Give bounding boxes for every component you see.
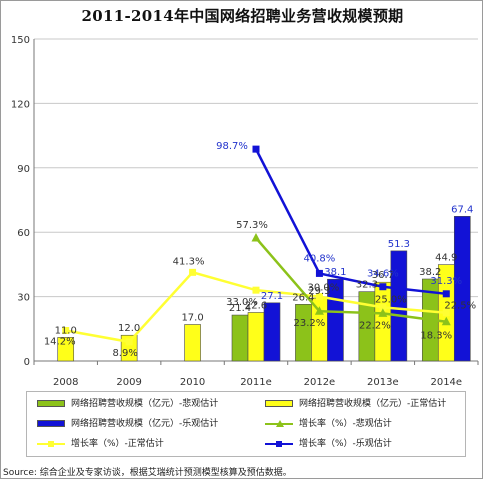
source-note: Source: 综合企业及专家访谈，根据艾瑞统计预测模型核算及预估数据。 <box>3 468 292 478</box>
legend-item-normal-line: 增长率（%）-正常估计 <box>37 437 164 451</box>
growth-label-optimistic: 34.6% <box>367 269 399 280</box>
growth-label-normal: 41.3% <box>173 256 205 267</box>
growth-marker-normal <box>379 303 387 311</box>
bar-normal <box>247 312 265 362</box>
growth-marker-normal <box>62 327 70 335</box>
x-tick-label: 2009 <box>116 377 141 388</box>
bar-label-conservative: 26.4 <box>292 292 314 303</box>
growth-label-normal: 8.9% <box>112 348 137 359</box>
growth-label-optimistic: 31.3% <box>430 276 462 287</box>
growth-marker-normal <box>189 268 197 276</box>
bar-conservative <box>231 314 249 362</box>
chart-legend: 网络招聘营收规模（亿元）-悲观估计 网络招聘营收规模（亿元）-正常估计 网络招聘… <box>26 391 466 457</box>
legend-label-conservative-line: 增长率（%）-悲观估计 <box>299 419 392 429</box>
growth-marker-conservative <box>314 306 324 315</box>
growth-label-optimistic: 40.8% <box>304 253 336 264</box>
legend-swatch-optimistic-line <box>265 438 293 450</box>
bar-label-optimistic: 38.1 <box>324 267 346 278</box>
growth-label-conservative: 22.2% <box>359 320 391 331</box>
y-tick-label: 120 <box>11 99 30 110</box>
bar-optimistic <box>453 216 471 362</box>
chart-title: 2011-2014年中国网络招聘业务营收规模预期 <box>81 7 404 25</box>
growth-marker-conservative <box>251 232 261 242</box>
legend-item-conservative-bar: 网络招聘营收规模（亿元）-悲观估计 <box>37 397 218 411</box>
y-tick-label: 150 <box>11 35 30 46</box>
x-tick-label: 2013e <box>367 377 399 388</box>
legend-label-normal-line: 增长率（%）-正常估计 <box>71 439 164 449</box>
y-tick-label: 60 <box>17 228 30 239</box>
bar-label-conservative: 21.4 <box>229 303 251 314</box>
bar-label-normal: 11.0 <box>55 325 77 336</box>
growth-label-normal: 14.2% <box>44 337 76 348</box>
bar-label-normal: 22.6 <box>245 300 267 311</box>
legend-swatch-normal-line <box>37 438 65 450</box>
legend-item-conservative-line: 增长率（%）-悲观估计 <box>265 417 392 431</box>
y-tick-label: 90 <box>17 164 30 175</box>
growth-marker-normal <box>315 293 323 301</box>
growth-marker-normal <box>125 338 133 346</box>
bar-label-optimistic: 27.1 <box>261 291 283 302</box>
legend-item-optimistic-line: 增长率（%）-乐观估计 <box>265 437 392 451</box>
bar-label-optimistic: 51.3 <box>388 239 410 250</box>
x-tick-label: 2010 <box>180 377 205 388</box>
legend-item-normal-bar: 网络招聘营收规模（亿元）-正常估计 <box>265 397 446 411</box>
growth-marker-optimistic <box>252 145 260 153</box>
y-tick-label: 30 <box>17 293 30 304</box>
y-tick-label: 0 <box>24 357 30 368</box>
legend-label-optimistic-line: 增长率（%）-乐观估计 <box>299 439 392 449</box>
growth-marker-normal <box>252 286 260 294</box>
growth-label-normal: 33.0% <box>226 297 258 308</box>
bar-label-normal: 12.0 <box>118 323 140 334</box>
legend-swatch-optimistic-bar <box>37 420 65 427</box>
growth-line-optimistic <box>254 148 447 296</box>
growth-label-conservative: 18.3% <box>420 331 452 342</box>
legend-label-optimistic-bar: 网络招聘营收规模（亿元）-乐观估计 <box>71 419 219 429</box>
growth-line-conservative <box>255 237 447 323</box>
growth-marker-optimistic <box>379 283 387 291</box>
growth-label-normal: 25.0% <box>375 294 407 305</box>
growth-label-normal: 22.5% <box>444 301 476 312</box>
bar-conservative <box>295 304 312 362</box>
growth-label-optimistic: 98.7% <box>216 141 248 152</box>
legend-label-conservative-bar: 网络招聘营收规模（亿元）-悲观估计 <box>71 399 219 409</box>
growth-label-conservative: 57.3% <box>236 220 268 231</box>
legend-swatch-normal-bar <box>265 400 293 407</box>
bar-label-conservative: 38.2 <box>419 267 441 278</box>
bar-label-normal: 17.0 <box>181 313 203 324</box>
bar-normal <box>184 324 201 362</box>
legend-swatch-conservative-bar <box>37 400 65 407</box>
bar-label-conservative: 32.3 <box>356 280 378 291</box>
bar-normal <box>57 337 75 362</box>
bar-optimistic <box>263 302 281 362</box>
legend-item-optimistic-bar: 网络招聘营收规模（亿元）-乐观估计 <box>37 417 218 431</box>
legend-swatch-conservative-line <box>265 418 293 430</box>
growth-label-conservative: 23.2% <box>294 318 326 329</box>
growth-marker-conservative <box>378 308 388 317</box>
x-tick-label: 2014e <box>430 377 462 388</box>
bar-label-optimistic: 67.4 <box>451 204 473 215</box>
growth-marker-optimistic <box>442 290 450 298</box>
bar-label-normal: 44.9 <box>435 253 457 264</box>
growth-marker-conservative <box>441 316 451 326</box>
growth-marker-normal <box>442 309 450 317</box>
bar-label-normal: 36.7 <box>372 270 394 281</box>
growth-label-normal: 30.0% <box>308 283 340 294</box>
x-tick-label: 2011e <box>240 377 272 388</box>
growth-marker-optimistic <box>315 269 323 277</box>
x-tick-label: 2008 <box>53 377 78 388</box>
bar-label-normal: 29.3 <box>308 286 330 297</box>
x-tick-label: 2012e <box>304 377 336 388</box>
bar-optimistic <box>390 250 408 362</box>
legend-label-normal-bar: 网络招聘营收规模（亿元）-正常估计 <box>299 399 447 409</box>
